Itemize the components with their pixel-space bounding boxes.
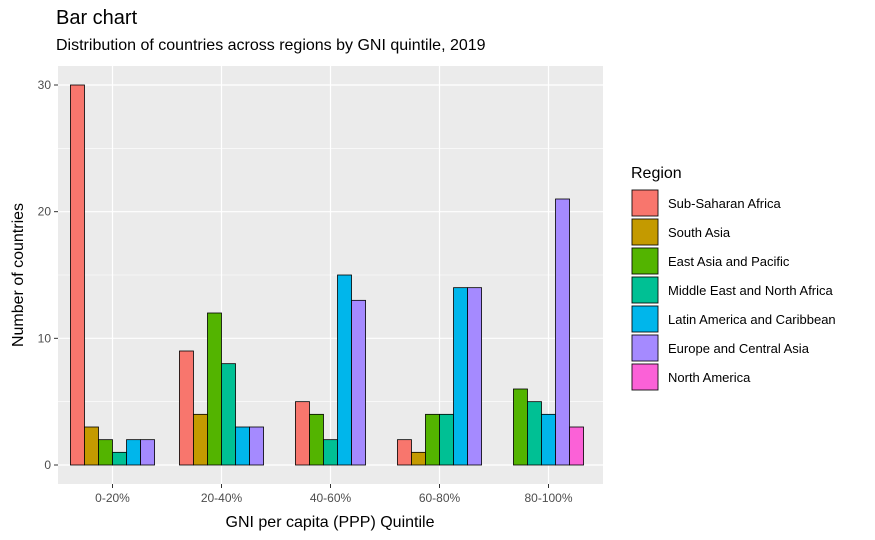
bar: [207, 312, 222, 466]
legend-label: Latin America and Caribbean: [668, 312, 836, 327]
bar: [569, 426, 584, 466]
y-tick-label: 0: [44, 458, 51, 472]
legend-swatch: [631, 247, 659, 275]
y-tick-label: 20: [38, 205, 52, 219]
bar: [351, 299, 366, 466]
bar: [411, 451, 426, 466]
legend-label: Middle East and North Africa: [668, 283, 834, 298]
chart-title: Bar chart: [56, 7, 138, 29]
bar: [467, 287, 482, 466]
legend-label: Sub-Saharan Africa: [668, 196, 782, 211]
legend-label: South Asia: [668, 225, 731, 240]
legend-title: Region: [631, 165, 682, 182]
bar: [425, 413, 440, 466]
bar: [453, 287, 468, 466]
legend-swatch: [631, 334, 659, 362]
x-tick-label: 60-80%: [419, 491, 461, 505]
bar: [439, 413, 454, 466]
bar: [541, 413, 556, 466]
y-tick-label: 10: [38, 331, 52, 345]
legend-swatch: [631, 276, 659, 304]
chart-subtitle: Distribution of countries across regions…: [56, 37, 486, 54]
x-tick-label: 40-60%: [310, 491, 352, 505]
bar: [235, 426, 250, 466]
bar: [70, 84, 85, 466]
legend-label: East Asia and Pacific: [668, 254, 790, 269]
bar: [193, 413, 208, 466]
bar: [309, 413, 324, 466]
bar: [249, 426, 264, 466]
bars: [70, 84, 584, 466]
bar: [84, 426, 99, 466]
bar: [112, 451, 127, 466]
bar: [527, 401, 542, 466]
legend-label: North America: [668, 370, 751, 385]
bar: [221, 363, 236, 466]
bar: [323, 439, 338, 466]
legend-swatch: [631, 305, 659, 333]
bar: [98, 439, 113, 466]
legend: Region Sub-Saharan Africa South Asia East …: [631, 165, 836, 391]
y-tick-label: 30: [38, 78, 52, 92]
bar: [337, 274, 352, 466]
bar: [126, 439, 141, 466]
bar: [555, 198, 570, 466]
y-axis-title: Number of countries: [10, 203, 27, 347]
bar: [179, 350, 194, 466]
legend-swatch: [631, 363, 659, 391]
x-tick-label: 80-100%: [524, 491, 572, 505]
bar: [140, 439, 155, 466]
bar: [295, 401, 310, 466]
bar: [397, 439, 412, 466]
bar: [513, 388, 528, 466]
legend-label: Europe and Central Asia: [668, 341, 810, 356]
x-tick-label: 20-40%: [201, 491, 243, 505]
legend-swatch: [631, 189, 659, 217]
x-tick-label: 0-20%: [95, 491, 130, 505]
axes: 0 10 20 30 0-20% 20-40% 40-60% 60-80% 80-100%: [38, 78, 573, 505]
x-axis-title: GNI per capita (PPP) Quintile: [226, 514, 435, 531]
legend-swatch: [631, 218, 659, 246]
